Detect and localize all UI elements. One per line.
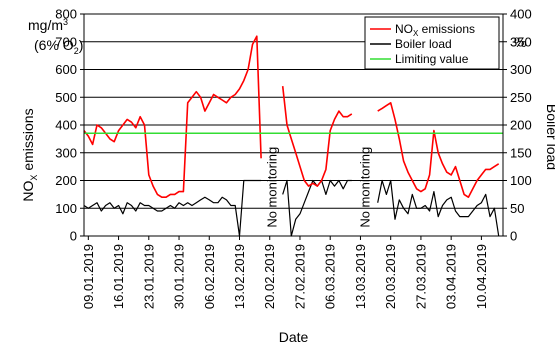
x-tick-label: 20.02.2019 xyxy=(262,244,277,309)
legend-label-boiler-load: Boiler load xyxy=(395,37,452,51)
y-tick-label-right: 100 xyxy=(510,173,532,188)
y-tick-label-left: 0 xyxy=(70,229,77,244)
x-tick-label: 30.01.2019 xyxy=(172,244,187,309)
annotation-no-monitoring-1: No monitoring xyxy=(264,147,279,228)
grid-layer xyxy=(84,41,503,209)
x-tick-label: 09.01.2019 xyxy=(81,244,96,309)
y-tick-label-right: 350 xyxy=(510,34,532,49)
x-tick-label: 23.01.2019 xyxy=(141,244,156,309)
x-tick-label: 06.02.2019 xyxy=(202,244,217,309)
y-axis-unit-left-line2: (6% O2) xyxy=(34,37,83,56)
ticks-layer: 0 100 200 300 400 500 600 700 800 0 50 100 150 200 250… xyxy=(55,7,531,310)
x-tick-label: 13.03.2019 xyxy=(353,244,368,309)
y-tick-label-left: 100 xyxy=(55,201,77,216)
y-tick-label-right: 300 xyxy=(510,62,532,77)
y-tick-label-right: 250 xyxy=(510,90,532,105)
y-axis-title-left: NOX emissions xyxy=(20,108,39,201)
x-tick-label: 10.04.2019 xyxy=(474,244,489,309)
boiler-load-line xyxy=(377,179,500,237)
x-tick-label: 03.04.2019 xyxy=(444,244,459,309)
annotation-no-monitoring-2: No monitoring xyxy=(357,147,372,228)
y-axis-unit-right: % xyxy=(514,34,526,50)
x-axis-title: Date xyxy=(279,329,309,345)
y-tick-label-right: 200 xyxy=(510,118,532,133)
y-axis-title-right: Boiler load xyxy=(544,104,555,170)
y-tick-label-right: 400 xyxy=(510,7,532,22)
y-tick-label-left: 800 xyxy=(55,7,77,22)
y-tick-label-right: 150 xyxy=(510,145,532,160)
x-tick-label: 27.02.2019 xyxy=(292,244,307,309)
y-axis-unit-left-line1: mg/m3 xyxy=(28,17,68,33)
y-tick-label-left: 200 xyxy=(55,173,77,188)
nox-emissions-line xyxy=(281,86,353,187)
y-tick-label-left: 400 xyxy=(55,118,77,133)
legend: NOX emissions Boiler load Limiting value xyxy=(364,16,500,70)
nox-emissions-line xyxy=(377,102,500,198)
nox-emissions-line xyxy=(83,35,262,198)
x-tick-label: 16.01.2019 xyxy=(111,244,126,309)
series-layer xyxy=(83,35,503,237)
y-tick-label-left: 700 xyxy=(55,34,77,49)
y-tick-label-left: 600 xyxy=(55,62,77,77)
boiler-load-line xyxy=(83,179,262,237)
y-tick-label-right: 0 xyxy=(510,229,517,244)
legend-label-limiting-value: Limiting value xyxy=(395,52,469,66)
x-tick-label: 06.03.2019 xyxy=(323,244,338,309)
y-tick-label-left: 500 xyxy=(55,90,77,105)
legend-box xyxy=(364,16,500,70)
x-tick-label: 13.02.2019 xyxy=(232,244,247,309)
legend-label-nox: NOX emissions xyxy=(395,22,475,38)
y-tick-label-left: 300 xyxy=(55,145,77,160)
x-tick-label: 27.03.2019 xyxy=(413,244,428,309)
y-tick-label-right: 50 xyxy=(510,201,524,216)
x-tick-label: 20.03.2019 xyxy=(383,244,398,309)
